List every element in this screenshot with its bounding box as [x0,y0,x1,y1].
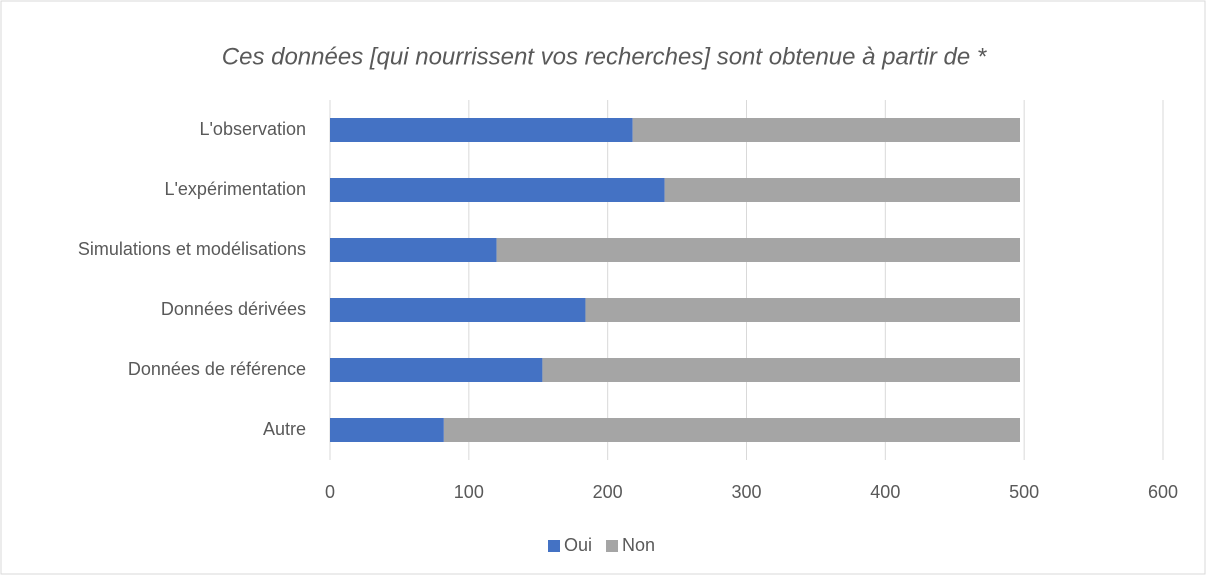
bar-segment [330,178,665,202]
legend-label: Non [622,535,655,555]
legend-label: Oui [564,535,592,555]
chart-title: Ces données [qui nourrissent vos recherc… [222,43,987,70]
x-tick-label: 200 [593,482,623,502]
y-tick-label: L'observation [199,119,306,139]
bar-segment [443,418,1021,442]
bar-segment [542,358,1021,382]
bar-segment [585,298,1021,322]
y-tick-label: Autre [263,419,306,439]
x-tick-label: 100 [454,482,484,502]
x-tick-label: 0 [325,482,335,502]
y-tick-label: Données de référence [128,359,306,379]
bar-segment [330,238,497,262]
bar-segment [632,118,1021,142]
bar-segment [330,298,586,322]
x-tick-label: 600 [1148,482,1178,502]
bar-segment [330,118,633,142]
bar-segment [330,418,444,442]
y-tick-label: Données dérivées [161,299,306,319]
x-tick-label: 400 [870,482,900,502]
x-tick-label: 500 [1009,482,1039,502]
y-tick-label: Simulations et modélisations [78,239,306,259]
bar-segment [664,178,1021,202]
legend-swatch [548,540,560,552]
x-tick-label: 300 [731,482,761,502]
bar-segment [330,358,543,382]
legend-swatch [606,540,619,552]
y-tick-label: L'expérimentation [164,179,306,199]
bar-segment [496,238,1021,262]
